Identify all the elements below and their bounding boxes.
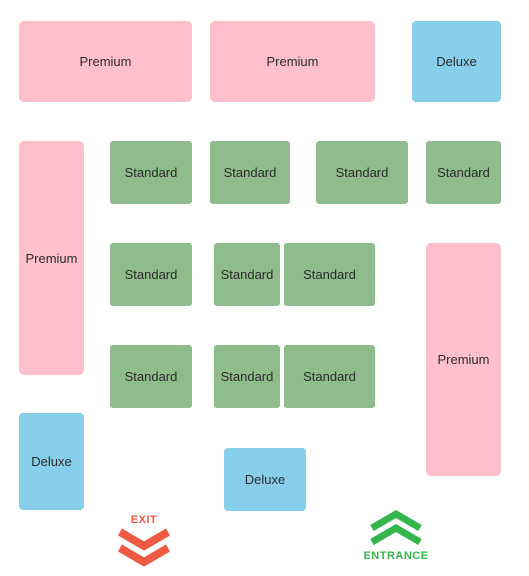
booth-standard-5[interactable]: Standard bbox=[110, 243, 192, 306]
double-chevron-up-icon bbox=[370, 510, 422, 546]
entrance-marker: ENTRANCE bbox=[355, 510, 437, 562]
exit-marker: EXIT bbox=[110, 514, 178, 568]
booth-standard-1[interactable]: Standard bbox=[110, 141, 192, 204]
booth-deluxe-3[interactable]: Deluxe bbox=[224, 448, 306, 511]
booth-premium-3[interactable]: Premium bbox=[19, 141, 84, 375]
booth-standard-2[interactable]: Standard bbox=[210, 141, 290, 204]
booth-standard-7[interactable]: Standard bbox=[284, 243, 375, 306]
booth-standard-8[interactable]: Standard bbox=[110, 345, 192, 408]
booth-deluxe-1[interactable]: Deluxe bbox=[412, 21, 501, 102]
entrance-label: ENTRANCE bbox=[363, 550, 429, 562]
booth-standard-10[interactable]: Standard bbox=[284, 345, 375, 408]
booth-standard-3[interactable]: Standard bbox=[316, 141, 408, 204]
booth-premium-2[interactable]: Premium bbox=[210, 21, 375, 102]
booth-standard-9[interactable]: Standard bbox=[214, 345, 280, 408]
booth-premium-4[interactable]: Premium bbox=[426, 243, 501, 476]
booth-standard-6[interactable]: Standard bbox=[214, 243, 280, 306]
exit-label: EXIT bbox=[130, 514, 158, 526]
booth-premium-1[interactable]: Premium bbox=[19, 21, 192, 102]
booth-deluxe-2[interactable]: Deluxe bbox=[19, 413, 84, 510]
double-chevron-down-icon bbox=[117, 528, 171, 567]
booth-standard-4[interactable]: Standard bbox=[426, 141, 501, 204]
